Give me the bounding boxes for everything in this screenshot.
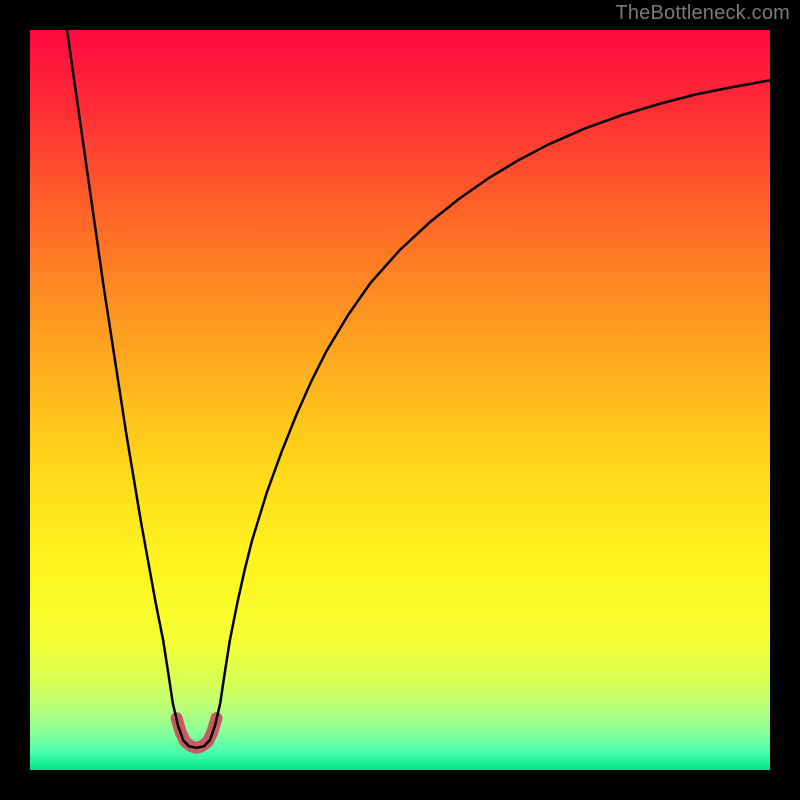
watermark-text: TheBottleneck.com xyxy=(615,2,790,25)
bottleneck-chart xyxy=(30,30,770,770)
chart-frame xyxy=(30,30,770,770)
chart-background xyxy=(30,30,770,770)
